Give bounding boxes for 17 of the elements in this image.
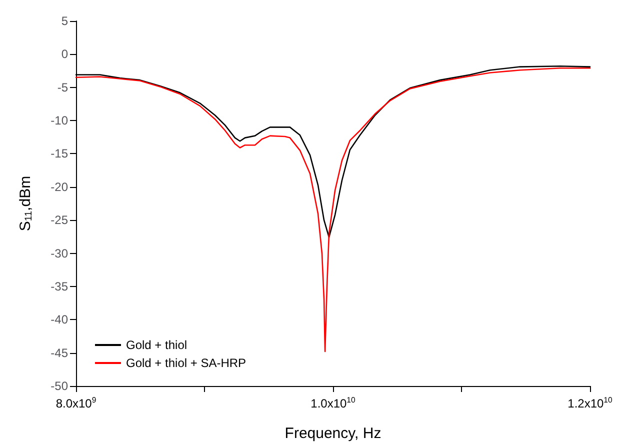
y-tick-label: -40 <box>50 312 68 327</box>
y-tick-label: 0 <box>61 47 68 62</box>
legend-label: Gold + thiol <box>126 338 188 352</box>
y-tick-label: -20 <box>50 180 68 194</box>
y-tick-label: -15 <box>50 146 68 161</box>
y-tick-label: -45 <box>50 346 68 360</box>
y-tick-label: -10 <box>50 114 68 128</box>
y-axis-title: S11,dBm <box>16 176 34 232</box>
y-tick-label: -5 <box>57 80 68 94</box>
legend-label: Gold + thiol + SA-HRP <box>126 356 246 370</box>
y-tick-label: -30 <box>50 246 68 260</box>
line-series <box>75 67 591 352</box>
y-tick-label: -50 <box>50 379 68 393</box>
y-tick-label: -35 <box>50 279 68 294</box>
x-axis-title: Frequency, Hz <box>284 425 382 442</box>
y-tick-label: 5 <box>61 14 68 28</box>
y-tick-label: -25 <box>50 213 68 228</box>
